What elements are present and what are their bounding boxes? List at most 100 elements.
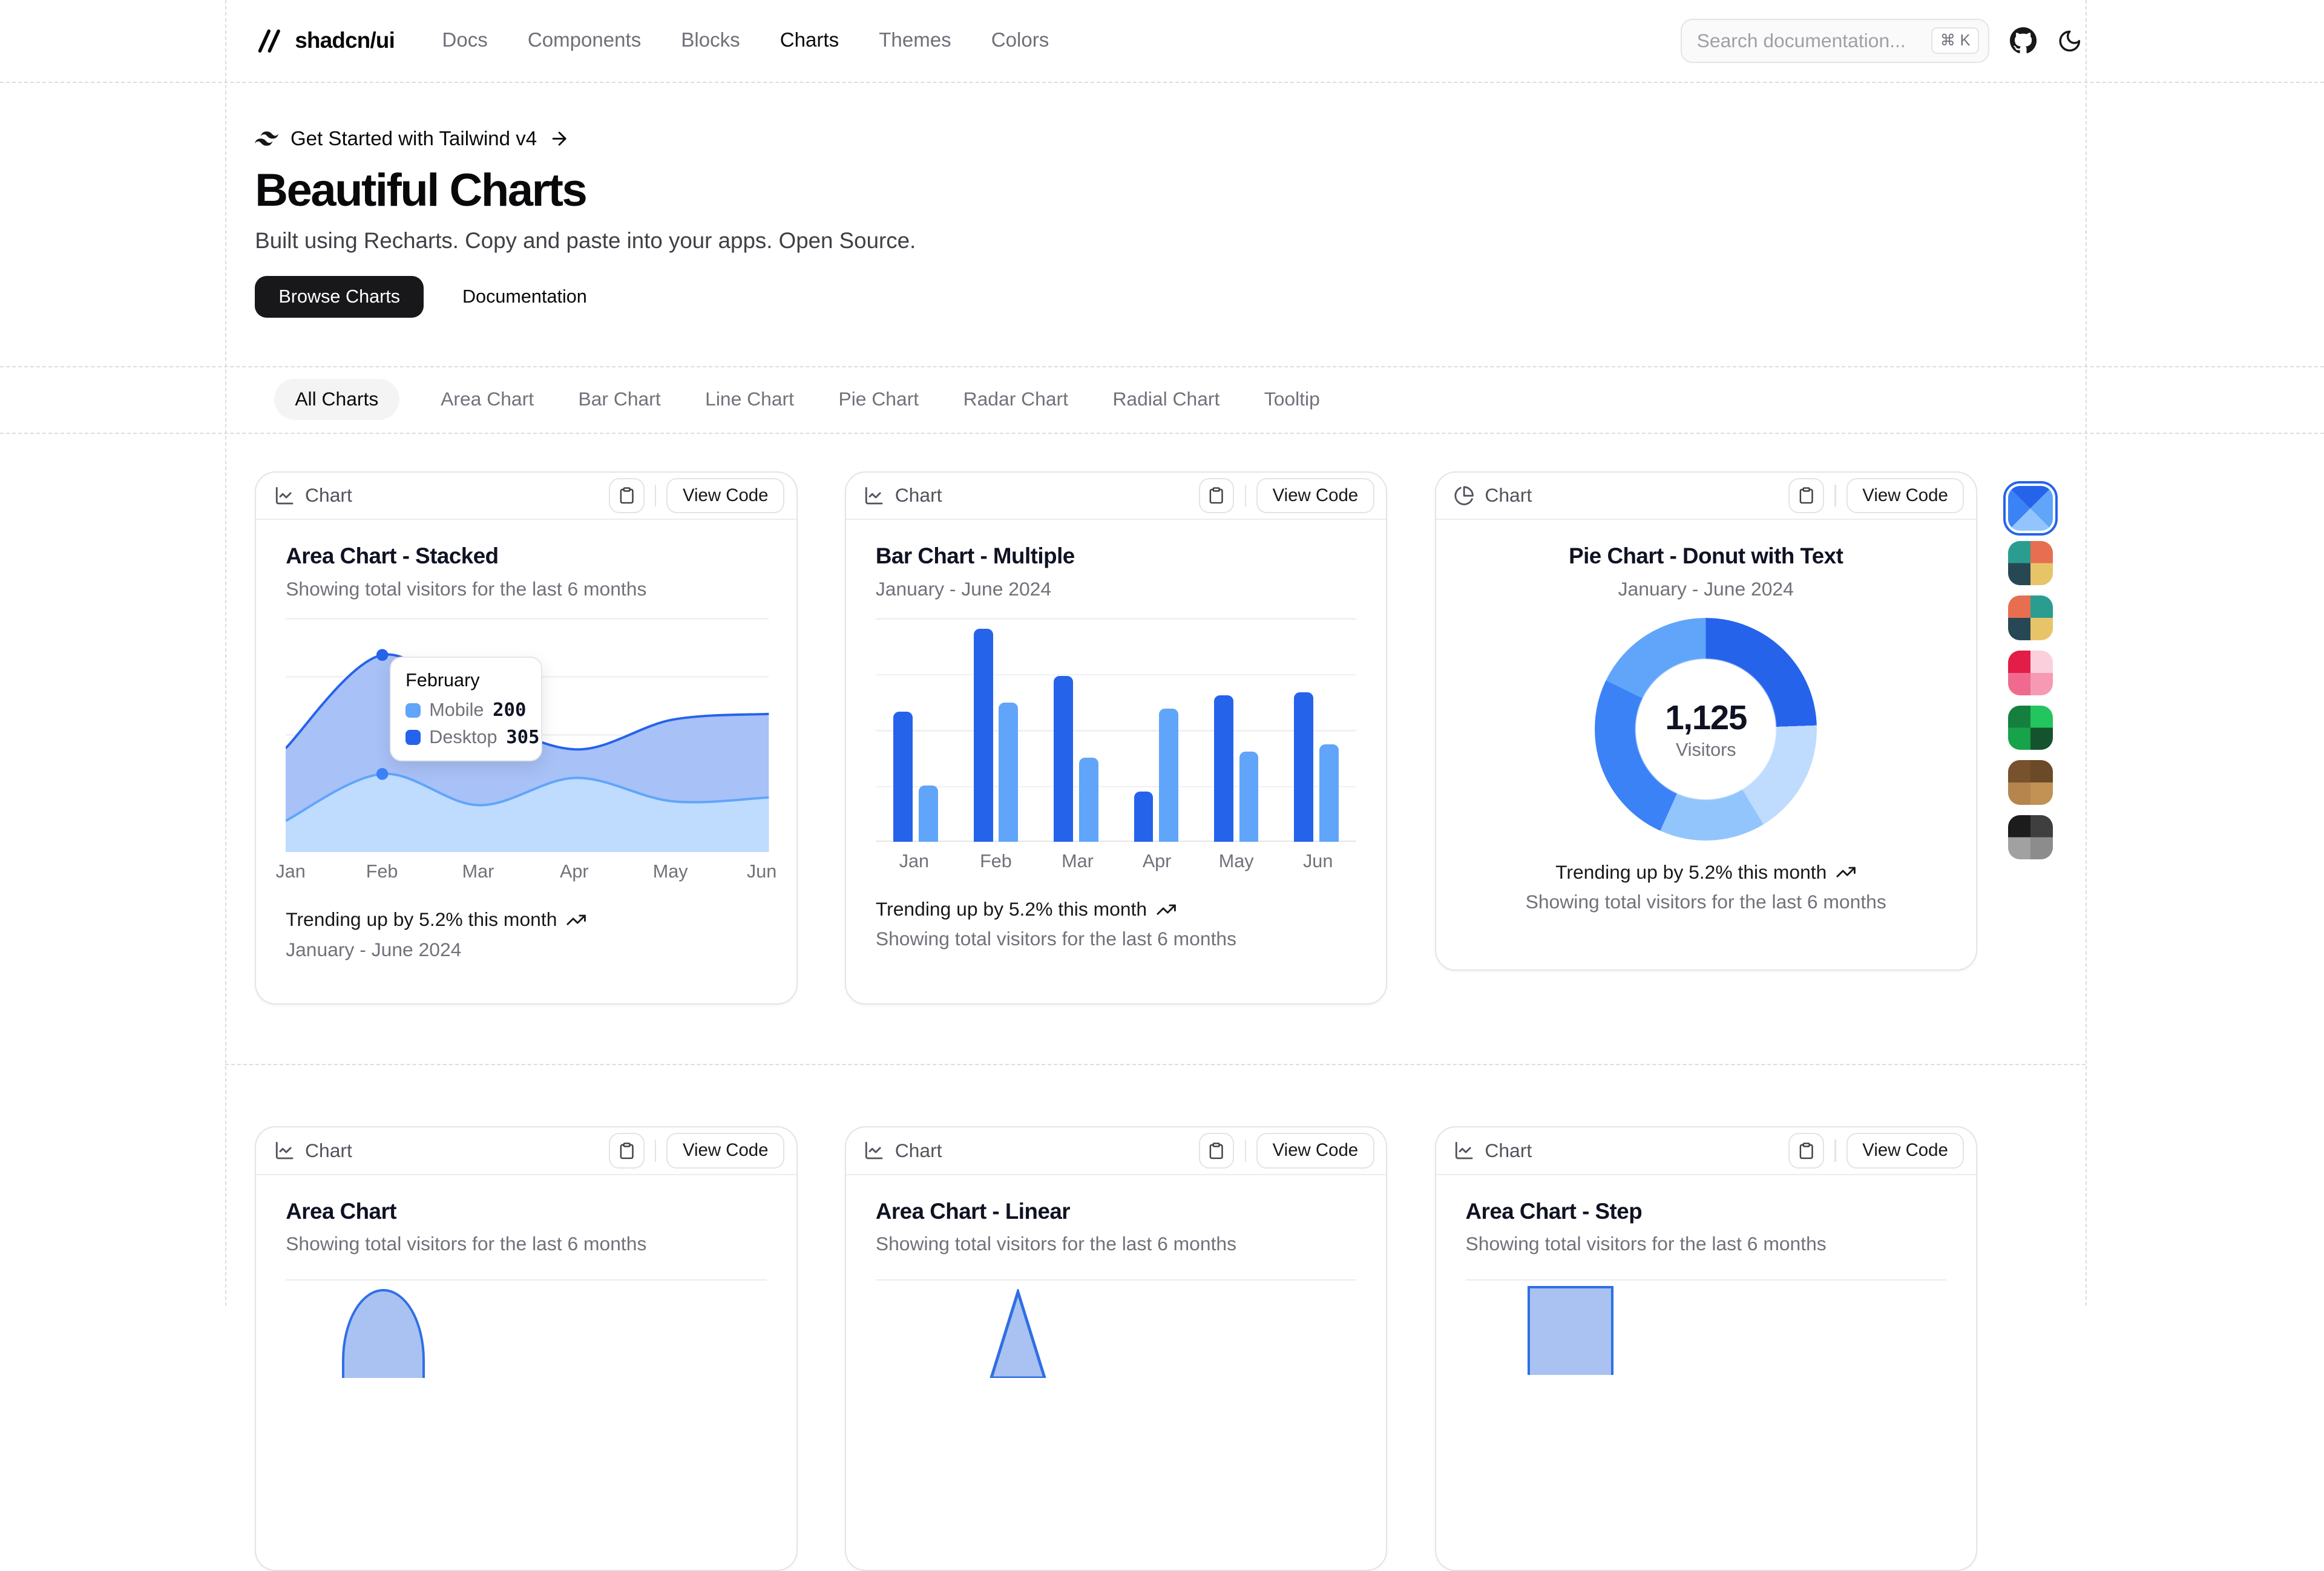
bar-group-may[interactable] <box>1196 618 1276 842</box>
theme-swatch-blue[interactable] <box>2003 480 2058 536</box>
card-header: Chart View Code <box>845 1127 1387 1175</box>
tab-tooltip[interactable]: Tooltip <box>1261 379 1323 421</box>
copy-code-button[interactable] <box>608 477 645 514</box>
nav-link-themes[interactable]: Themes <box>879 29 951 52</box>
bar-mobile <box>1159 708 1178 842</box>
view-code-button[interactable]: View Code <box>1846 1133 1965 1169</box>
frame-border-right <box>2085 0 2087 1306</box>
clipboard-icon <box>1799 487 1813 504</box>
copy-code-button[interactable] <box>1788 1133 1825 1169</box>
github-button[interactable] <box>2009 27 2037 54</box>
nav-link-colors[interactable]: Colors <box>991 29 1049 52</box>
chart-description: Showing total visitors for the last 6 mo… <box>875 1233 1237 1255</box>
chart-line-icon <box>275 487 294 505</box>
bar-multiple-chart[interactable]: Jan Feb Mar Apr May Jun <box>875 618 1357 877</box>
card-header-label: Chart <box>1485 484 1532 507</box>
theme-swatch-green[interactable] <box>2008 705 2053 750</box>
donut-center-label: Visitors <box>1675 740 1736 761</box>
theme-swatch-default[interactable] <box>2008 540 2053 586</box>
browse-charts-button[interactable]: Browse Charts <box>255 275 424 318</box>
area-stacked-chart[interactable]: February Mobile 200 Desktop 305 Jan Feb Ma… <box>275 618 776 888</box>
bar-group-feb[interactable] <box>956 618 1036 842</box>
search-input[interactable] <box>1696 29 1923 52</box>
bar-group-jan[interactable] <box>876 618 956 842</box>
tab-line-chart[interactable]: Line Chart <box>702 379 797 421</box>
card-header-label: Chart <box>1485 1139 1532 1161</box>
card-header: Chart View Code <box>256 473 796 520</box>
chart-title: Area Chart <box>286 1198 397 1224</box>
tab-all-charts[interactable]: All Charts <box>274 378 399 421</box>
logo-text: shadcn/ui <box>295 28 395 53</box>
area-step-chart-preview[interactable] <box>1465 1279 1946 1457</box>
bar-mobile <box>1239 751 1259 842</box>
copy-code-button[interactable] <box>1198 1133 1235 1169</box>
charts-grid-row2: Chart View Code Area Chart Showing total… <box>255 1126 1977 1571</box>
theme-swatch-brown[interactable] <box>2008 760 2053 805</box>
trend-text: Trending up by 5.2% this month <box>1555 861 1827 883</box>
chart-line-icon <box>865 487 883 505</box>
bar-mobile <box>918 786 938 842</box>
pie-donut-chart[interactable]: 1,125 Visitors <box>1595 618 1817 841</box>
nav-link-components[interactable]: Components <box>527 29 642 52</box>
bar-chart-canvas <box>875 618 1357 842</box>
chart-line-icon <box>275 1142 294 1159</box>
arrow-right-icon <box>552 132 566 146</box>
theme-toggle-button[interactable] <box>2057 28 2083 54</box>
donut-center-value: 1,125 <box>1665 698 1747 736</box>
banner-text: Get Started with Tailwind v4 <box>290 127 537 150</box>
clipboard-icon <box>620 487 634 504</box>
view-code-button[interactable]: View Code <box>1256 1133 1374 1169</box>
frame-border-left <box>225 0 226 1306</box>
clipboard-icon <box>1209 1142 1224 1159</box>
copy-code-button[interactable] <box>608 1133 645 1169</box>
nav-link-charts[interactable]: Charts <box>780 29 839 52</box>
view-code-button[interactable]: View Code <box>1846 477 1965 514</box>
card-area-step: Chart View Code Area Chart - Step Showin… <box>1434 1126 1977 1571</box>
tabs-divider-top <box>0 366 2324 367</box>
clipboard-icon <box>1799 1142 1813 1159</box>
nav-link-blocks[interactable]: Blocks <box>681 29 740 52</box>
theme-swatch-column <box>2003 480 2058 860</box>
card-header: Chart View Code <box>256 1127 796 1175</box>
copy-code-button[interactable] <box>1788 477 1825 514</box>
view-code-button[interactable]: View Code <box>1256 477 1374 514</box>
bar-group-apr[interactable] <box>1116 618 1196 842</box>
tailwind-wave-icon <box>255 131 279 146</box>
tooltip-title: February <box>405 669 480 690</box>
area-linear-chart-preview[interactable] <box>875 1279 1357 1457</box>
banner-link[interactable]: Get Started with Tailwind v4 <box>255 128 2324 151</box>
tooltip-mobile-label: Mobile <box>429 700 484 721</box>
chart-title: Area Chart - Stacked <box>286 543 499 569</box>
chart-line-icon <box>865 1142 883 1159</box>
footer-secondary: January - June 2024 <box>286 938 462 960</box>
tooltip-mobile-swatch <box>405 703 421 718</box>
tab-radial-chart[interactable]: Radial Chart <box>1110 379 1223 421</box>
documentation-button[interactable]: Documentation <box>439 276 611 318</box>
view-code-button[interactable]: View Code <box>666 1133 784 1169</box>
theme-swatch-rose[interactable] <box>2008 651 2053 695</box>
clipboard-icon <box>620 1142 634 1159</box>
tooltip-desktop-value: 305 <box>506 727 540 749</box>
theme-swatch-mono[interactable] <box>2008 815 2053 860</box>
chart-description: January - June 2024 <box>875 577 1052 600</box>
logo[interactable]: shadcn/ui <box>255 27 395 55</box>
card-header: Chart View Code <box>1436 1127 1976 1175</box>
tab-radar-chart[interactable]: Radar Chart <box>960 379 1071 421</box>
clipboard-icon <box>1209 487 1224 504</box>
nav-link-docs[interactable]: Docs <box>442 29 488 52</box>
tab-area-chart[interactable]: Area Chart <box>438 379 537 421</box>
active-dot-desktop <box>376 649 389 661</box>
bar-group-mar[interactable] <box>1036 618 1116 842</box>
step-peek <box>1528 1286 1614 1376</box>
tab-bar-chart[interactable]: Bar Chart <box>576 379 664 421</box>
tab-pie-chart[interactable]: Pie Chart <box>836 379 922 421</box>
copy-code-button[interactable] <box>1198 477 1235 514</box>
tooltip-desktop-swatch <box>405 730 421 745</box>
bar-group-jun[interactable] <box>1276 618 1356 842</box>
search-box[interactable]: ⌘ K <box>1681 18 1989 64</box>
theme-swatch-sunset[interactable] <box>2008 595 2053 640</box>
area-chart-preview[interactable] <box>286 1279 767 1457</box>
view-code-button[interactable]: View Code <box>666 477 784 514</box>
x-axis: Jan Feb Mar Apr May Jun <box>899 850 1333 871</box>
bar-desktop <box>1134 791 1154 842</box>
